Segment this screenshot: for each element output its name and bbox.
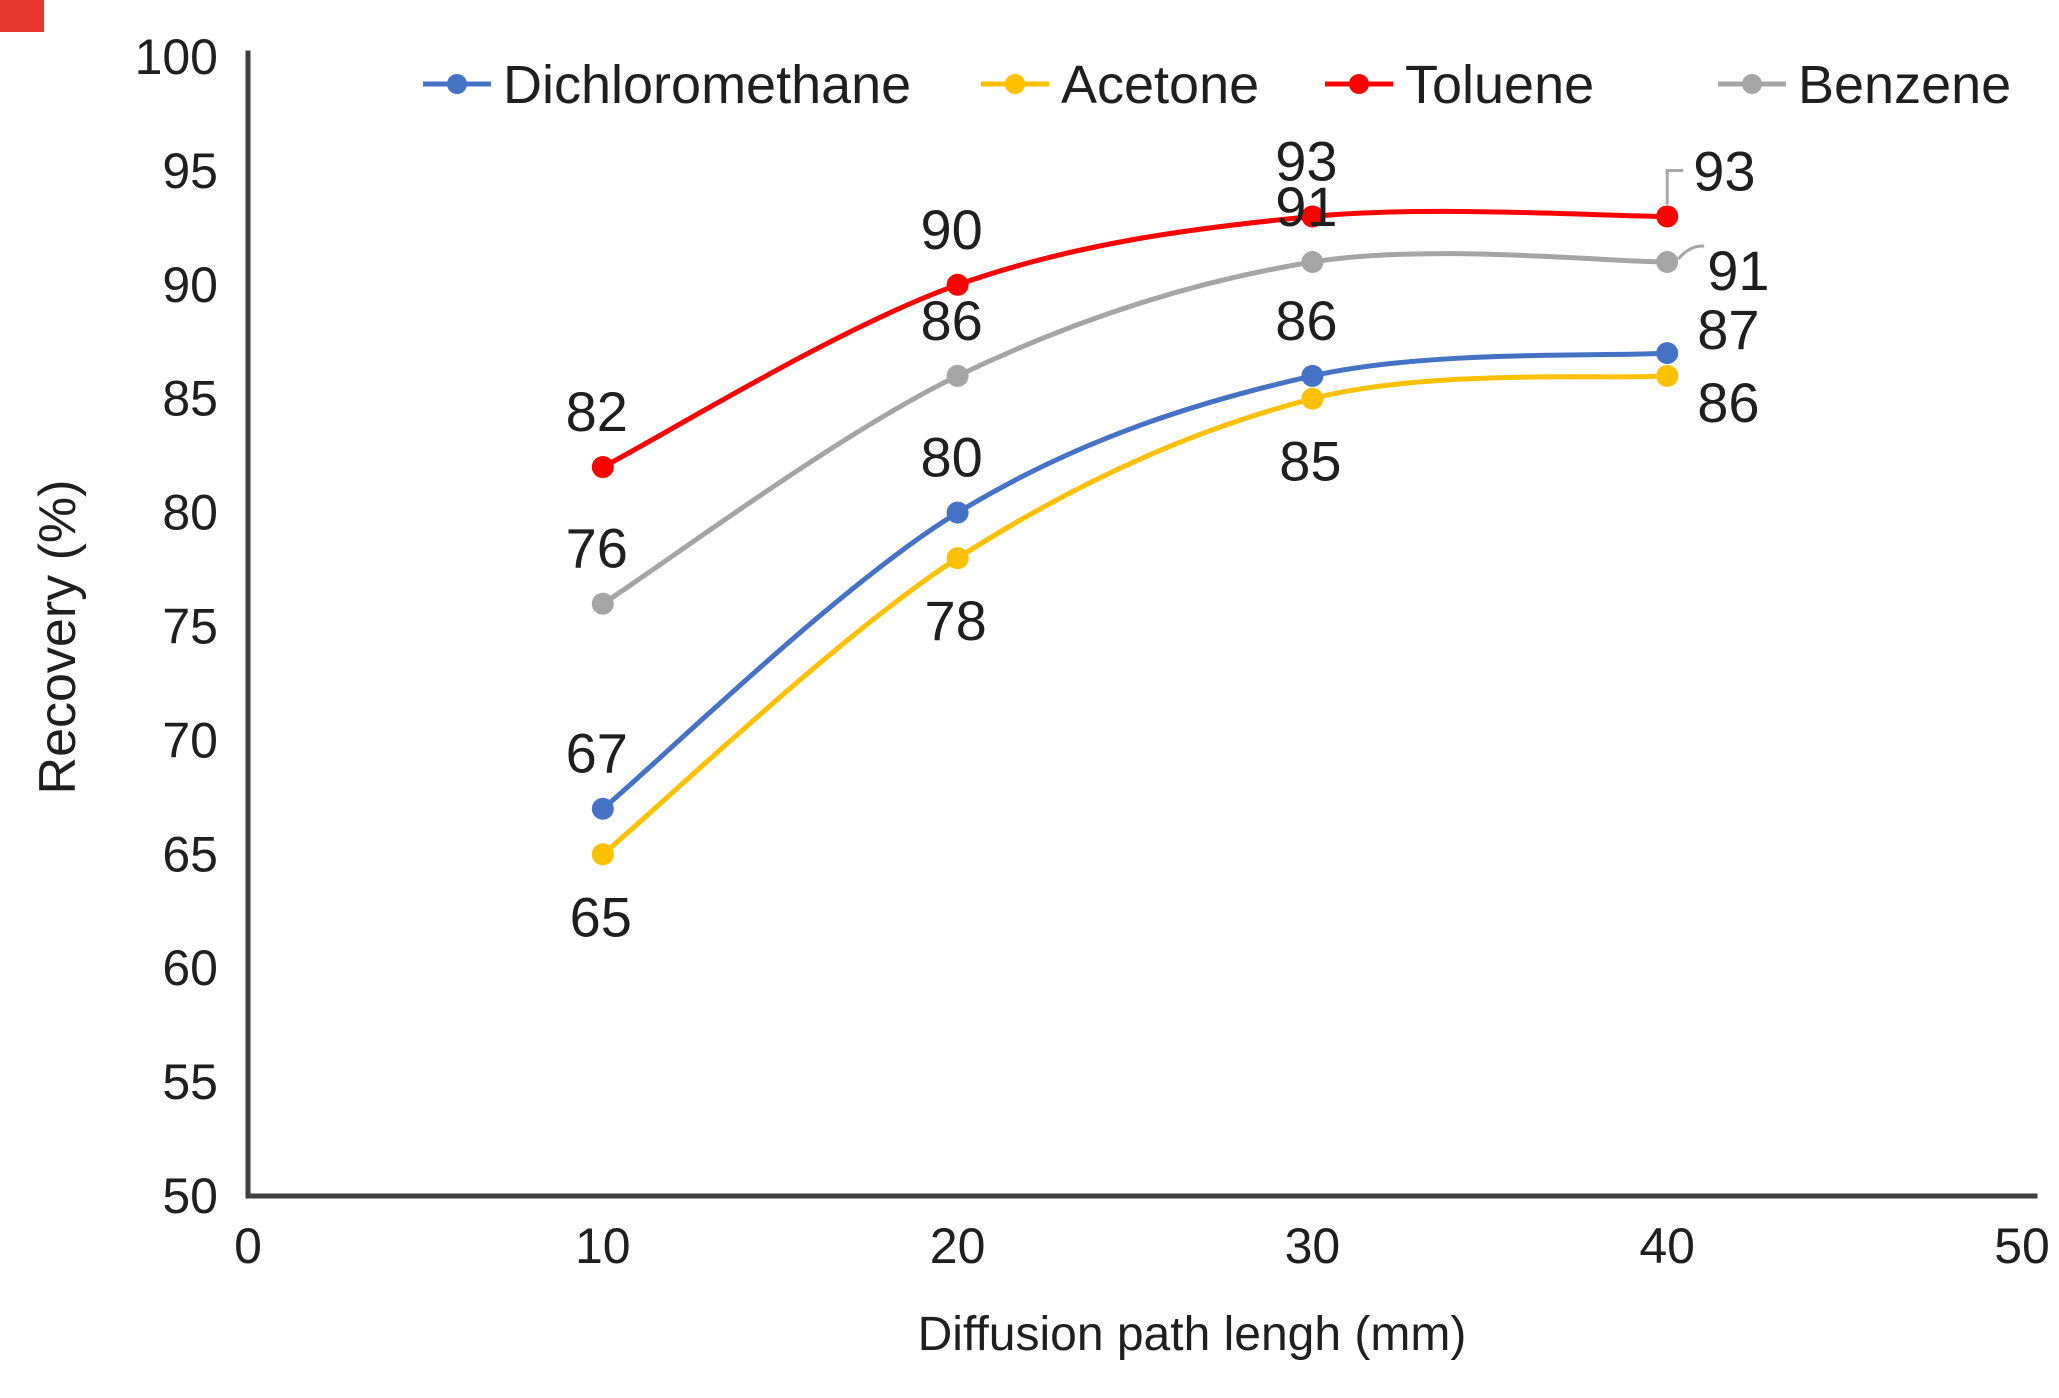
series-line-benzene bbox=[600, 251, 1670, 607]
label-leader-toluene bbox=[1665, 168, 1684, 205]
legend-label-dichloromethane: Dichloromethane bbox=[503, 55, 911, 115]
data-label-dichloromethane-20: 80 bbox=[920, 426, 982, 489]
legend-marker-dot-toluene bbox=[1349, 74, 1369, 94]
data-point-toluene-40 bbox=[1656, 205, 1679, 228]
data-point-dichloromethane-30 bbox=[1301, 364, 1324, 387]
x-tick-label: 50 bbox=[1994, 1218, 2050, 1274]
data-point-toluene-20 bbox=[946, 273, 969, 296]
data-label-dichloromethane-30: 86 bbox=[1275, 289, 1337, 352]
data-label-benzene-10: 76 bbox=[566, 517, 628, 580]
data-point-acetone-10 bbox=[591, 843, 614, 866]
y-tick-label: 85 bbox=[162, 371, 218, 427]
data-label-acetone-10: 65 bbox=[570, 885, 632, 948]
data-point-toluene-10 bbox=[591, 456, 614, 479]
label-leader-benzene bbox=[1677, 244, 1705, 261]
y-tick-label: 50 bbox=[162, 1168, 218, 1224]
x-tick-label: 10 bbox=[575, 1218, 631, 1274]
data-label-benzene-20: 86 bbox=[920, 289, 982, 352]
x-tick-label: 20 bbox=[930, 1218, 986, 1274]
data-label-toluene-30: 93 bbox=[1275, 129, 1337, 192]
data-point-benzene-30 bbox=[1301, 251, 1324, 274]
data-point-dichloromethane-10 bbox=[591, 797, 614, 820]
legend-label-toluene: Toluene bbox=[1405, 55, 1594, 115]
legend-marker-dot-benzene bbox=[1742, 74, 1762, 94]
x-tick-label: 30 bbox=[1285, 1218, 1341, 1274]
y-tick-label: 55 bbox=[162, 1054, 218, 1110]
x-tick-label: 40 bbox=[1639, 1218, 1695, 1274]
data-label-dichloromethane-10: 67 bbox=[566, 722, 628, 785]
legend-label-benzene: Benzene bbox=[1798, 55, 2011, 115]
x-axis-title: Diffusion path lengh (mm) bbox=[918, 1308, 1467, 1361]
series-line-toluene bbox=[600, 208, 1670, 470]
data-point-benzene-40 bbox=[1656, 251, 1679, 274]
y-tick-label: 70 bbox=[162, 712, 218, 768]
y-tick-label: 75 bbox=[162, 599, 218, 655]
y-tick-label: 90 bbox=[162, 257, 218, 313]
y-tick-label: 60 bbox=[162, 940, 218, 996]
data-point-dichloromethane-20 bbox=[946, 501, 969, 524]
data-point-dichloromethane-40 bbox=[1656, 342, 1679, 365]
data-point-acetone-40 bbox=[1656, 364, 1679, 387]
legend-marker-dot-dichloromethane bbox=[447, 74, 467, 94]
data-label-acetone-30: 85 bbox=[1279, 430, 1341, 493]
y-tick-label: 95 bbox=[162, 143, 218, 199]
data-point-benzene-20 bbox=[946, 364, 969, 387]
data-point-acetone-30 bbox=[1301, 387, 1324, 410]
series-line-dichloromethane bbox=[600, 350, 1670, 812]
corner-artifact-mark bbox=[0, 0, 44, 32]
y-tick-label: 100 bbox=[135, 29, 218, 85]
y-tick-label: 65 bbox=[162, 826, 218, 882]
data-label-toluene-20: 90 bbox=[920, 198, 982, 261]
data-label-acetone-20: 78 bbox=[924, 589, 986, 652]
data-label-benzene-30: 91 bbox=[1275, 175, 1337, 238]
data-point-acetone-20 bbox=[946, 547, 969, 570]
data-point-toluene-30 bbox=[1301, 205, 1324, 228]
data-label-dichloromethane-40: 87 bbox=[1697, 298, 1759, 361]
legend-label-acetone: Acetone bbox=[1061, 55, 1259, 115]
data-label-benzene-40: 91 bbox=[1707, 239, 1769, 302]
data-point-benzene-10 bbox=[591, 592, 614, 615]
y-tick-label: 80 bbox=[162, 485, 218, 541]
data-label-toluene-40: 93 bbox=[1693, 139, 1755, 202]
axes-frame bbox=[245, 50, 2038, 1199]
data-label-toluene-10: 82 bbox=[566, 380, 628, 443]
series-line-acetone bbox=[600, 373, 1670, 857]
data-label-acetone-40: 86 bbox=[1697, 371, 1759, 434]
x-tick-label: 0 bbox=[234, 1218, 262, 1274]
y-axis-title: Recovery (%) bbox=[29, 480, 87, 795]
legend-marker-dot-acetone bbox=[1005, 74, 1025, 94]
